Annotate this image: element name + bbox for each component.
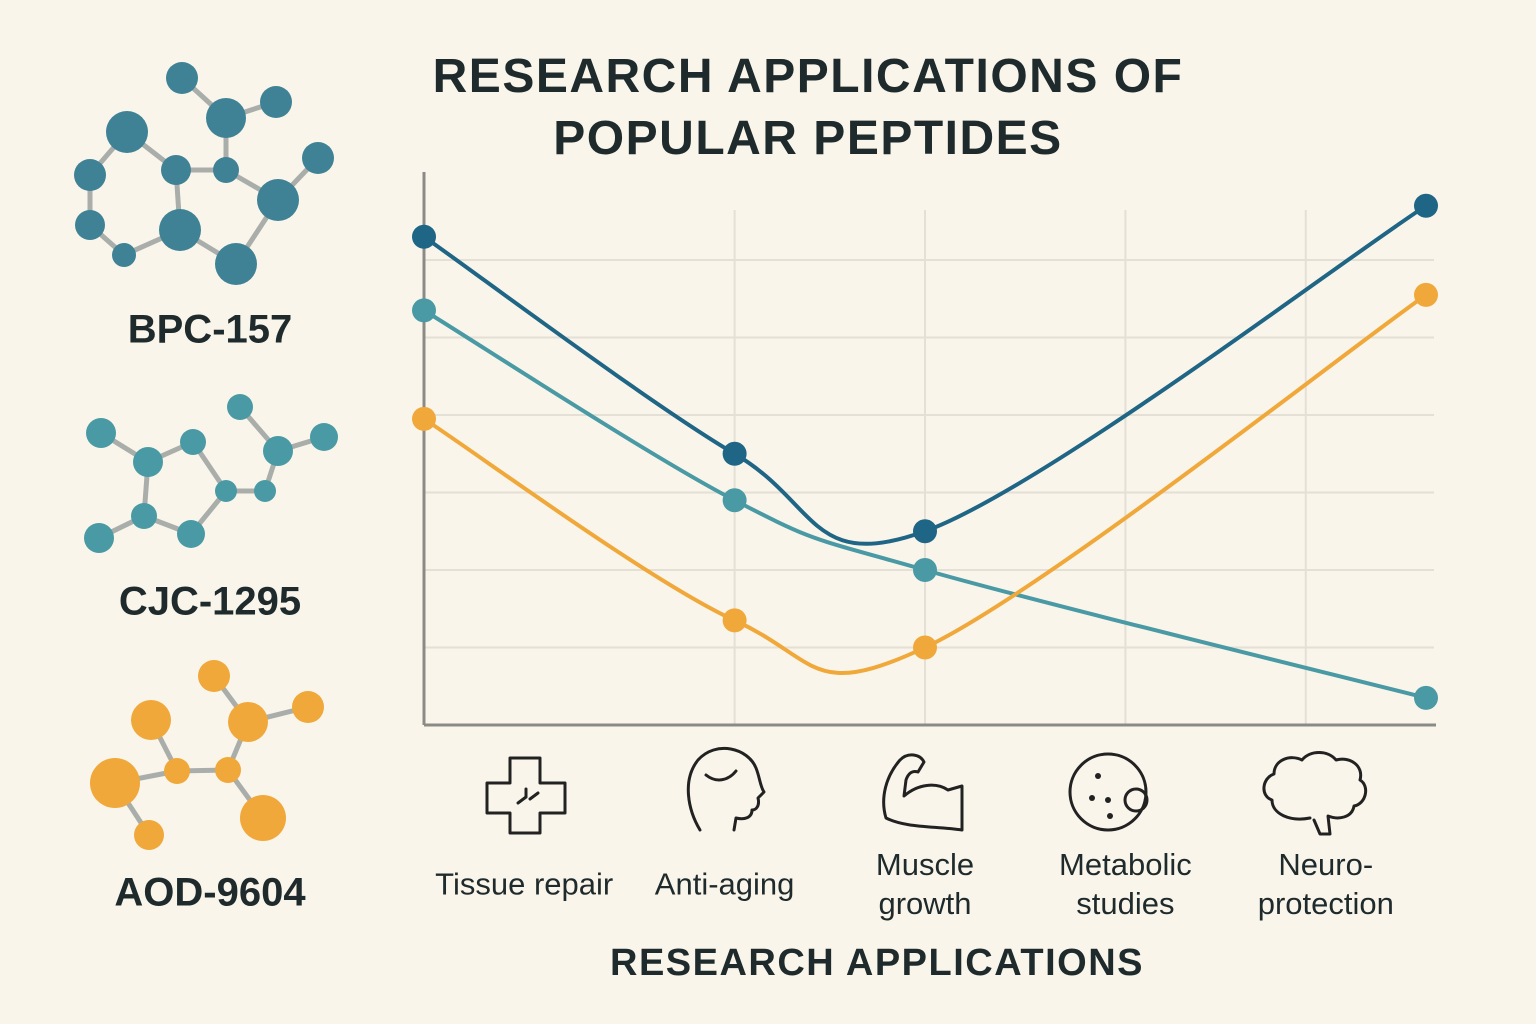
face-hair	[704, 769, 738, 782]
tissue-icon-mark	[516, 787, 540, 805]
molecule-bpc	[74, 62, 334, 285]
point	[722, 441, 747, 466]
cell-icon	[1068, 752, 1148, 832]
line	[422, 308, 1427, 700]
legend-label: BPC-157	[127, 307, 293, 352]
x-tick-label: Neuro-protection	[1257, 847, 1394, 921]
molecule-aod	[90, 660, 324, 850]
x-tick-label: Metabolic studies	[1059, 847, 1192, 921]
x-axis-label: RESEARCH APPLICATIONS	[610, 942, 1144, 984]
brain-icon	[1262, 751, 1368, 836]
app-icons	[485, 746, 1368, 836]
cell-dots	[1089, 773, 1113, 819]
point	[412, 224, 436, 249]
tissue-icon	[485, 756, 567, 835]
muscle-icon	[882, 753, 964, 832]
point	[412, 406, 436, 431]
point	[412, 298, 436, 323]
x-tick-label: Tissue repair	[435, 866, 614, 902]
point	[1414, 193, 1438, 218]
point	[913, 635, 937, 660]
line	[422, 293, 1428, 676]
point	[913, 519, 937, 544]
x-tick-label: Anti-aging	[654, 866, 795, 902]
legend-label: CJC-1295	[118, 579, 302, 624]
point	[1414, 282, 1438, 307]
point	[913, 558, 937, 582]
point	[722, 608, 747, 633]
molecule-cjc	[84, 394, 338, 553]
cell-nucleus	[1123, 787, 1149, 813]
x-tick-label: Muscle growth	[875, 847, 975, 921]
face-icon	[686, 746, 766, 832]
legend-label: AOD-9604	[114, 870, 306, 915]
point	[1414, 685, 1438, 710]
point	[722, 488, 747, 513]
chart-title: RESEARCH APPLICATIONS OF POPULAR PEPTIDE…	[432, 50, 1184, 165]
line	[422, 204, 1428, 546]
